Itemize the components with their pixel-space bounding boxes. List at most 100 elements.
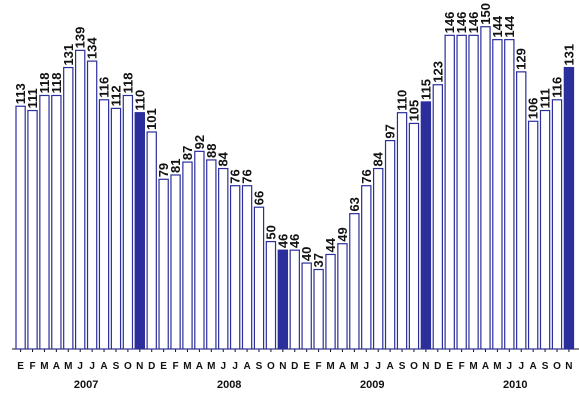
value-label: 110 [132,90,147,111]
month-label: M [64,361,72,372]
year-label: 2010 [503,379,527,391]
bar [480,26,491,350]
value-label: 46 [287,234,302,248]
month-label: N [279,361,286,372]
bar [456,34,467,350]
bar [265,240,277,350]
month-label: E [160,361,167,372]
month-label: A [53,361,60,372]
month-label: F [173,361,179,372]
value-label: 123 [430,61,445,83]
bar [86,60,98,350]
month-label: D [434,361,441,372]
bar [504,39,515,350]
month-label: E [17,361,24,372]
month-label: S [256,361,263,372]
bar [432,84,444,350]
value-label: 146 [454,12,469,34]
value-label: 101 [144,108,159,130]
bar [373,167,384,350]
month-label: J [375,361,381,372]
value-label: 84 [216,151,231,166]
value-label: 146 [466,12,481,34]
month-label: M [469,361,477,372]
year-labels-layer: 2007 2008 2009 2010 [74,379,528,391]
value-label: 113 [13,83,28,104]
value-label: 50 [263,225,278,239]
value-label: 40 [299,247,314,261]
month-label: S [399,361,406,372]
month-label: O [410,361,418,372]
month-label: A [482,361,489,372]
value-label: 106 [526,98,541,120]
bar [361,185,372,350]
bar [468,34,479,350]
bar [146,131,157,350]
value-label: 111 [25,88,40,108]
bar [396,112,408,350]
month-label: O [267,361,275,372]
bar [337,243,348,350]
bar [122,94,134,350]
value-label: 76 [240,169,255,183]
bar-highlight [420,101,432,350]
bar [158,178,169,350]
value-label: 111 [538,88,553,108]
month-label: D [291,361,298,372]
month-label: F [316,361,322,372]
month-label: A [387,361,394,372]
bar [229,185,241,350]
bar-highlight [277,249,289,350]
month-label: A [530,361,537,372]
month-label: J [89,361,95,372]
bar [444,34,455,350]
bar [349,213,360,350]
bar [539,109,551,350]
month-label: A [196,361,203,372]
month-label: A [339,361,346,372]
value-label: 139 [73,27,88,49]
month-label: F [29,361,35,372]
month-label: J [363,361,369,372]
value-label: 49 [335,227,350,241]
bar [408,122,420,350]
value-label: 116 [97,77,112,98]
value-label: 134 [85,37,100,59]
value-label: 46 [275,234,290,248]
year-label: 2007 [74,379,98,391]
value-label: 150 [478,3,493,25]
year-label: 2009 [360,379,384,391]
value-label: 81 [168,159,183,173]
value-label: 144 [490,15,505,37]
bar [384,140,396,350]
value-label: 146 [442,12,457,34]
value-label: 87 [180,146,195,160]
month-label: S [542,361,549,372]
month-label: O [553,361,561,372]
value-label: 115 [418,79,433,100]
bar-highlight [563,66,575,350]
month-label: E [446,361,453,372]
bar [51,94,62,350]
month-label: M [183,361,191,372]
value-label: 88 [204,143,219,157]
value-label: 76 [359,169,374,183]
value-label: 84 [371,151,386,166]
month-label: F [459,361,465,372]
value-label: 118 [49,73,64,94]
value-label: 66 [252,191,267,205]
month-label: J [77,361,83,372]
bar [325,253,336,350]
month-label: J [518,361,524,372]
month-label: E [303,361,310,372]
value-label: 97 [383,124,398,138]
month-label: M [40,361,48,372]
month-label: A [243,361,250,372]
month-label: S [113,361,120,372]
month-label: J [507,361,513,372]
value-label: 37 [311,253,326,267]
bar [15,105,26,350]
year-label: 2008 [217,379,241,391]
value-label: 110 [395,90,410,111]
